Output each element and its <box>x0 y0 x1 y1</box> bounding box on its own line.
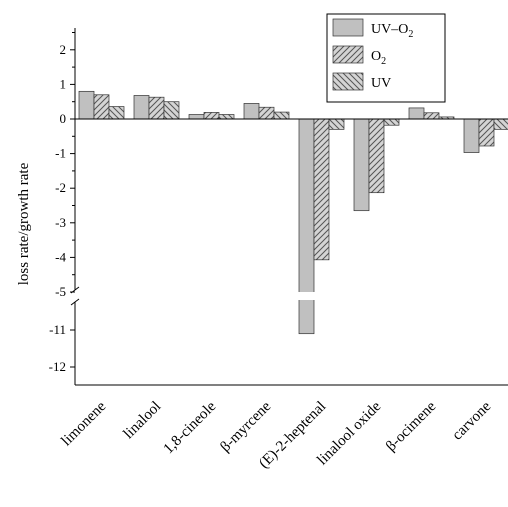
legend-label: UV–O2 <box>371 22 413 40</box>
y-tick-labels: 2 1 0 -1 -2 -3 -4 -5 -11 -12 <box>49 42 67 374</box>
axes <box>70 28 508 386</box>
bar-1-2 <box>133 95 150 120</box>
y-tick-label: -2 <box>55 180 66 195</box>
bar-1-3 <box>188 114 205 120</box>
bar-1-5 <box>298 118 315 335</box>
y-tick-label: -11 <box>49 322 66 337</box>
y-tick-label: 1 <box>60 76 67 91</box>
bar-3-4 <box>273 111 290 120</box>
legend-swatch <box>332 18 364 37</box>
y-tick-label: -12 <box>49 359 66 374</box>
bar-layer <box>78 90 508 335</box>
axis-break-mark <box>70 298 80 306</box>
legend-label: O2 <box>371 49 386 67</box>
category-label: carvone <box>449 398 494 443</box>
y-tick-label: 0 <box>60 111 67 126</box>
bar-2-8 <box>478 118 495 147</box>
category-label: β-myrcene <box>218 398 275 455</box>
bar-3-2 <box>163 101 180 120</box>
bar-2-1 <box>93 94 110 120</box>
y-tick-label: -4 <box>55 249 66 264</box>
category-label: linalool <box>121 399 165 443</box>
y-tick-label: -5 <box>55 284 66 299</box>
break-gap <box>290 292 320 300</box>
bar-2-7 <box>423 112 440 120</box>
category-label: limonene <box>59 398 110 449</box>
bar-2-3 <box>203 112 220 120</box>
y-axis-label: loss rate/growth rate <box>16 162 32 285</box>
bar-3-6 <box>383 118 400 126</box>
bar-3-3 <box>218 114 235 120</box>
bar-1-4 <box>243 103 260 120</box>
bar-2-4 <box>258 106 275 120</box>
bar-2-6 <box>368 118 385 194</box>
category-label: 1,8-cineole <box>161 398 220 457</box>
y-tick-label: 2 <box>60 42 67 57</box>
x-category-labels: limonene linalool1,8-cineoleβ-myrcene(E)-… <box>59 398 495 471</box>
legend-swatch <box>332 45 364 64</box>
y-tick-label: -3 <box>55 215 66 230</box>
y-tick-label: -1 <box>55 146 66 161</box>
bar-1-8 <box>463 118 480 153</box>
bar-3-8 <box>493 118 508 130</box>
bar-2-5 <box>313 118 330 261</box>
legend-swatch <box>332 72 364 91</box>
bar-3-5 <box>328 118 345 130</box>
bar-1-6 <box>353 118 370 212</box>
bar-2-2 <box>148 96 165 120</box>
bar-1-1 <box>78 90 95 120</box>
legend: UV–O2 O2 UV <box>326 13 446 103</box>
bar-3-1 <box>108 106 125 120</box>
bar-1-7 <box>408 107 425 120</box>
legend-label: UV <box>371 76 391 91</box>
category-label: β-ocimene <box>383 398 439 454</box>
